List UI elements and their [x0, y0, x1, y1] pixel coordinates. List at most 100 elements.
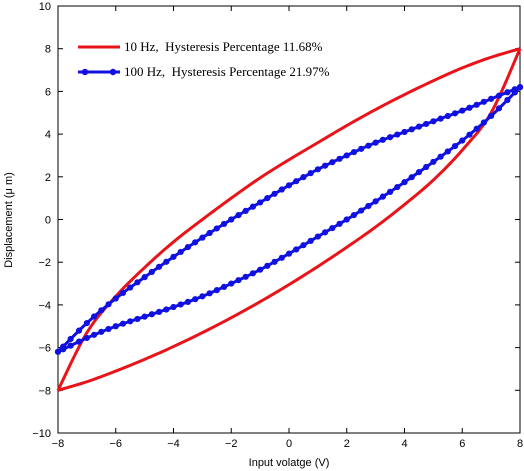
data-point-100hz — [466, 104, 473, 111]
data-point-100hz — [300, 174, 307, 181]
data-point-100hz — [278, 186, 285, 193]
data-point-100hz — [184, 298, 192, 305]
data-point-100hz — [401, 179, 408, 186]
data-point-100hz — [321, 229, 329, 236]
data-point-100hz — [488, 95, 495, 102]
data-point-100hz — [98, 328, 105, 335]
data-point-100hz — [278, 254, 285, 261]
data-point-100hz — [242, 273, 249, 280]
series-100hz — [54, 84, 524, 355]
data-point-100hz — [257, 266, 264, 273]
data-point-100hz — [192, 239, 199, 246]
data-point-100hz — [379, 136, 386, 143]
data-point-100hz — [141, 274, 148, 281]
data-point-100hz — [401, 128, 408, 136]
data-point-100hz — [127, 318, 134, 325]
data-point-100hz — [343, 152, 350, 159]
y-tick-label: 6 — [45, 86, 51, 98]
data-point-100hz — [75, 338, 83, 345]
data-point-100hz — [504, 96, 511, 104]
data-point-100hz — [293, 246, 300, 253]
data-point-100hz — [329, 225, 336, 232]
data-point-100hz — [495, 105, 503, 112]
data-point-100hz — [177, 248, 184, 256]
x-tick-label: 4 — [401, 438, 407, 450]
x-axis-label: Input volatge (V) — [249, 457, 330, 469]
data-point-100hz — [451, 142, 459, 150]
data-point-100hz — [220, 220, 228, 228]
data-point-100hz — [119, 320, 127, 327]
data-point-100hz — [314, 166, 321, 173]
data-point-100hz — [350, 211, 358, 219]
x-tick-label: −6 — [109, 438, 122, 450]
data-point-100hz — [163, 306, 170, 313]
data-point-100hz — [444, 148, 451, 155]
data-point-100hz — [98, 307, 105, 314]
data-point-100hz — [473, 125, 480, 132]
data-point-100hz — [386, 188, 394, 195]
x-tick-label: 6 — [459, 438, 465, 450]
data-point-100hz — [430, 158, 437, 165]
data-point-100hz — [67, 342, 74, 349]
data-point-100hz — [459, 137, 466, 144]
data-point-100hz — [271, 258, 278, 265]
data-point-100hz — [228, 280, 235, 287]
series-line-10hz-ascending — [57, 48, 522, 392]
data-point-100hz — [480, 119, 488, 126]
data-point-100hz — [235, 277, 242, 284]
data-point-100hz — [213, 287, 220, 294]
data-point-100hz — [177, 301, 184, 308]
data-point-100hz — [336, 220, 343, 227]
data-point-100hz — [495, 92, 503, 99]
data-point-100hz — [60, 343, 67, 350]
data-point-100hz — [192, 296, 199, 303]
data-point-100hz — [329, 159, 336, 166]
y-tick-label: −2 — [38, 257, 51, 269]
data-point-100hz — [264, 195, 271, 202]
data-point-100hz — [300, 242, 307, 249]
data-point-100hz — [264, 262, 271, 269]
y-tick-label: 8 — [45, 44, 51, 56]
data-point-100hz — [379, 193, 386, 200]
data-point-100hz — [127, 284, 134, 291]
data-point-100hz — [516, 84, 524, 91]
data-point-100hz — [437, 115, 444, 122]
data-point-100hz — [206, 290, 213, 297]
data-point-100hz — [285, 182, 293, 189]
data-point-100hz — [199, 293, 206, 300]
data-point-100hz — [372, 198, 379, 205]
data-point-100hz — [257, 199, 264, 206]
data-point-100hz — [350, 149, 358, 156]
data-point-100hz — [394, 183, 401, 191]
data-point-100hz — [451, 110, 459, 117]
data-point-100hz — [90, 331, 98, 338]
data-point-100hz — [54, 348, 62, 355]
x-tick-label: 0 — [286, 438, 292, 450]
data-point-100hz — [480, 98, 488, 105]
data-point-100hz — [473, 101, 480, 108]
data-point-100hz — [148, 268, 155, 276]
data-point-100hz — [105, 301, 112, 308]
data-point-100hz — [314, 233, 321, 240]
x-tick-label: 2 — [344, 438, 350, 450]
data-point-100hz — [228, 216, 235, 223]
y-tick-label: 4 — [45, 129, 51, 141]
series-10hz — [56, 47, 522, 392]
data-point-100hz — [235, 212, 242, 219]
x-tick-label: −4 — [167, 438, 180, 450]
data-point-100hz — [105, 325, 112, 333]
data-point-100hz — [155, 308, 163, 316]
data-point-100hz — [148, 311, 155, 318]
legend-label-100hz: 100 Hz, Hysteresis Percentage 21.97% — [124, 64, 330, 79]
y-tick-label: −8 — [38, 385, 51, 397]
data-point-100hz — [321, 162, 329, 169]
data-point-100hz — [504, 89, 511, 96]
y-tick-label: 2 — [45, 172, 51, 184]
data-point-100hz — [415, 169, 423, 176]
data-point-100hz — [343, 216, 350, 223]
data-point-100hz — [112, 323, 119, 330]
y-tick-label: 0 — [45, 215, 51, 227]
data-point-100hz — [119, 289, 127, 297]
data-point-100hz — [358, 207, 365, 214]
